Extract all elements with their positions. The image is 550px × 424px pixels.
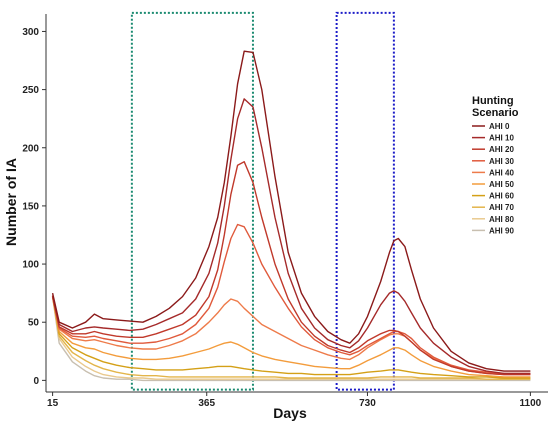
series-line-ahi-30 xyxy=(51,223,531,375)
highlight-box-1 xyxy=(130,11,254,391)
series-line-ahi-60 xyxy=(51,296,531,379)
x-tick-label: 730 xyxy=(359,398,376,409)
x-tick-label: 15 xyxy=(47,398,59,409)
y-tick-label: 300 xyxy=(22,27,39,38)
y-tick-label: 150 xyxy=(22,201,39,212)
series-line-ahi-10 xyxy=(51,98,531,375)
y-tick-label: 50 xyxy=(28,318,40,329)
legend-label-ahi-60: AHI 60 xyxy=(489,192,514,201)
legend-label-ahi-30: AHI 30 xyxy=(489,157,514,166)
legend-label-ahi-80: AHI 80 xyxy=(489,215,514,224)
legend-label-ahi-10: AHI 10 xyxy=(489,134,514,143)
y-tick-label: 200 xyxy=(22,143,39,154)
highlight-boxes xyxy=(130,11,395,391)
legend-label-ahi-90: AHI 90 xyxy=(489,226,514,235)
series-line-ahi-20 xyxy=(51,161,531,376)
series-line-ahi-70 xyxy=(51,296,531,380)
y-tick-label: 250 xyxy=(22,85,39,96)
ticks: 0 50 100 150 200 250 300 15 365 730 1100 xyxy=(22,27,541,409)
series-line-ahi-0 xyxy=(51,50,531,372)
legend-label-ahi-20: AHI 20 xyxy=(489,145,514,154)
x-tick-label: 365 xyxy=(198,398,215,409)
x-tick-label: 1100 xyxy=(520,398,542,409)
series-line-ahi-90 xyxy=(51,296,531,382)
y-tick-label: 100 xyxy=(22,260,39,271)
highlight-box-2 xyxy=(335,11,395,391)
legend-title: Scenario xyxy=(472,107,519,119)
axes xyxy=(45,14,548,393)
series-line-ahi-50 xyxy=(51,296,531,378)
legend-title: Hunting xyxy=(472,95,514,107)
y-tick-label: 0 xyxy=(33,376,39,387)
x-axis-title: Days xyxy=(273,405,307,421)
legend-label-ahi-50: AHI 50 xyxy=(489,180,514,189)
legend-label-ahi-40: AHI 40 xyxy=(489,168,514,177)
series-line-ahi-80 xyxy=(51,296,531,380)
legend-label-ahi-70: AHI 70 xyxy=(489,203,514,212)
legend-label-ahi-0: AHI 0 xyxy=(489,122,510,131)
series-lines xyxy=(51,50,531,382)
y-axis-title: Number of IA xyxy=(3,158,19,246)
